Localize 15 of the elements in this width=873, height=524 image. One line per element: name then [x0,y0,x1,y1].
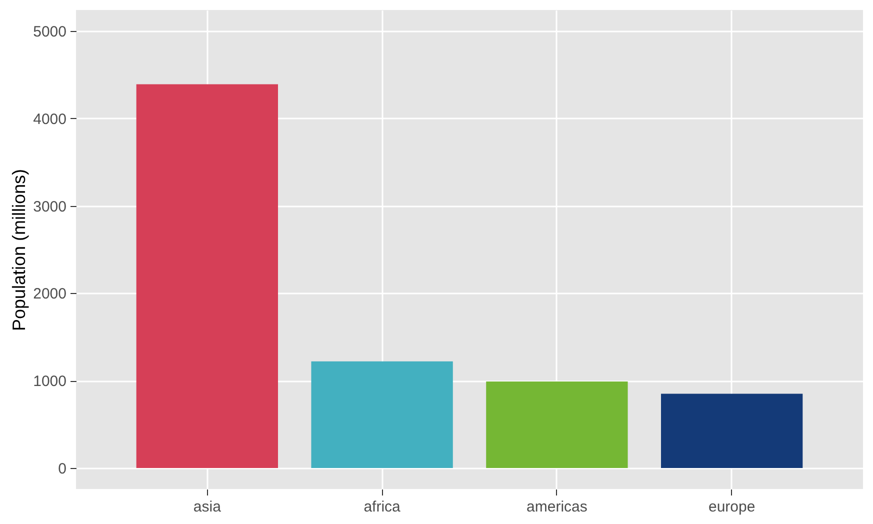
bar [661,394,803,468]
bar [486,381,628,468]
bar [136,84,278,468]
x-tick-label: europe [708,498,756,516]
x-tick-label: africa [364,498,402,516]
y-tick-label: 5000 [33,23,66,40]
x-tick-label: americas [526,498,588,516]
y-axis-title: Population (millions) [9,168,30,332]
y-tick-label: 2000 [33,286,66,303]
x-tick-label: asia [193,498,222,516]
y-tick-label: 0 [58,460,66,478]
y-tick-label: 1000 [33,373,66,390]
y-tick-label: 4000 [33,110,66,128]
bar [311,361,453,468]
y-tick-label: 3000 [33,198,66,216]
